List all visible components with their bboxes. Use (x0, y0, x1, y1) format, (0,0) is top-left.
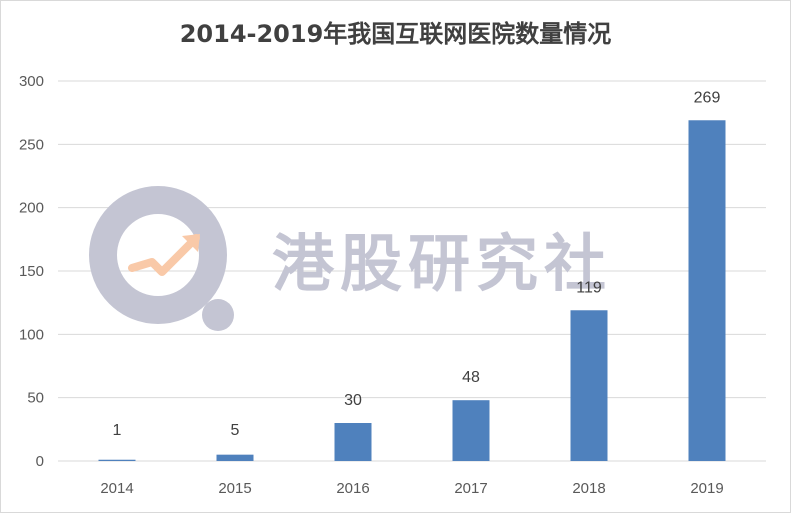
chart-title: 2014-2019年我国互联网医院数量情况 (179, 20, 612, 48)
magnifier-arrow-logo-icon (89, 186, 234, 331)
bar (98, 459, 136, 461)
bar (570, 310, 608, 461)
bar (688, 120, 726, 462)
data-label: 119 (576, 279, 602, 296)
gridlines (58, 80, 766, 462)
bar (452, 400, 490, 461)
data-labels: 1 5 30 48 119 269 (113, 89, 721, 439)
x-tick-label: 2015 (218, 480, 251, 497)
watermark-text: 港股研究社 (272, 227, 612, 300)
data-label: 269 (694, 89, 721, 106)
y-tick-label: 250 (19, 136, 44, 153)
data-label: 30 (344, 392, 362, 409)
y-axis-ticks: 0 50 100 150 200 250 300 (19, 73, 44, 470)
x-axis-ticks: 2014 2015 2016 2017 2018 2019 (100, 480, 723, 497)
x-tick-label: 2018 (572, 480, 605, 497)
y-tick-label: 100 (19, 326, 44, 343)
y-tick-label: 50 (27, 390, 44, 407)
data-label: 1 (113, 422, 122, 439)
y-tick-label: 200 (19, 200, 44, 217)
x-tick-label: 2014 (100, 480, 133, 497)
bar (216, 454, 254, 461)
x-tick-label: 2016 (336, 480, 369, 497)
y-tick-label: 0 (36, 453, 44, 470)
bar (334, 423, 372, 461)
x-tick-label: 2019 (690, 480, 723, 497)
bars (98, 120, 726, 462)
data-label: 48 (462, 369, 480, 386)
watermark: 港股研究社 (89, 186, 612, 331)
y-tick-label: 300 (19, 73, 44, 90)
data-label: 5 (231, 422, 240, 439)
y-tick-label: 150 (19, 263, 44, 280)
x-tick-label: 2017 (454, 480, 487, 497)
